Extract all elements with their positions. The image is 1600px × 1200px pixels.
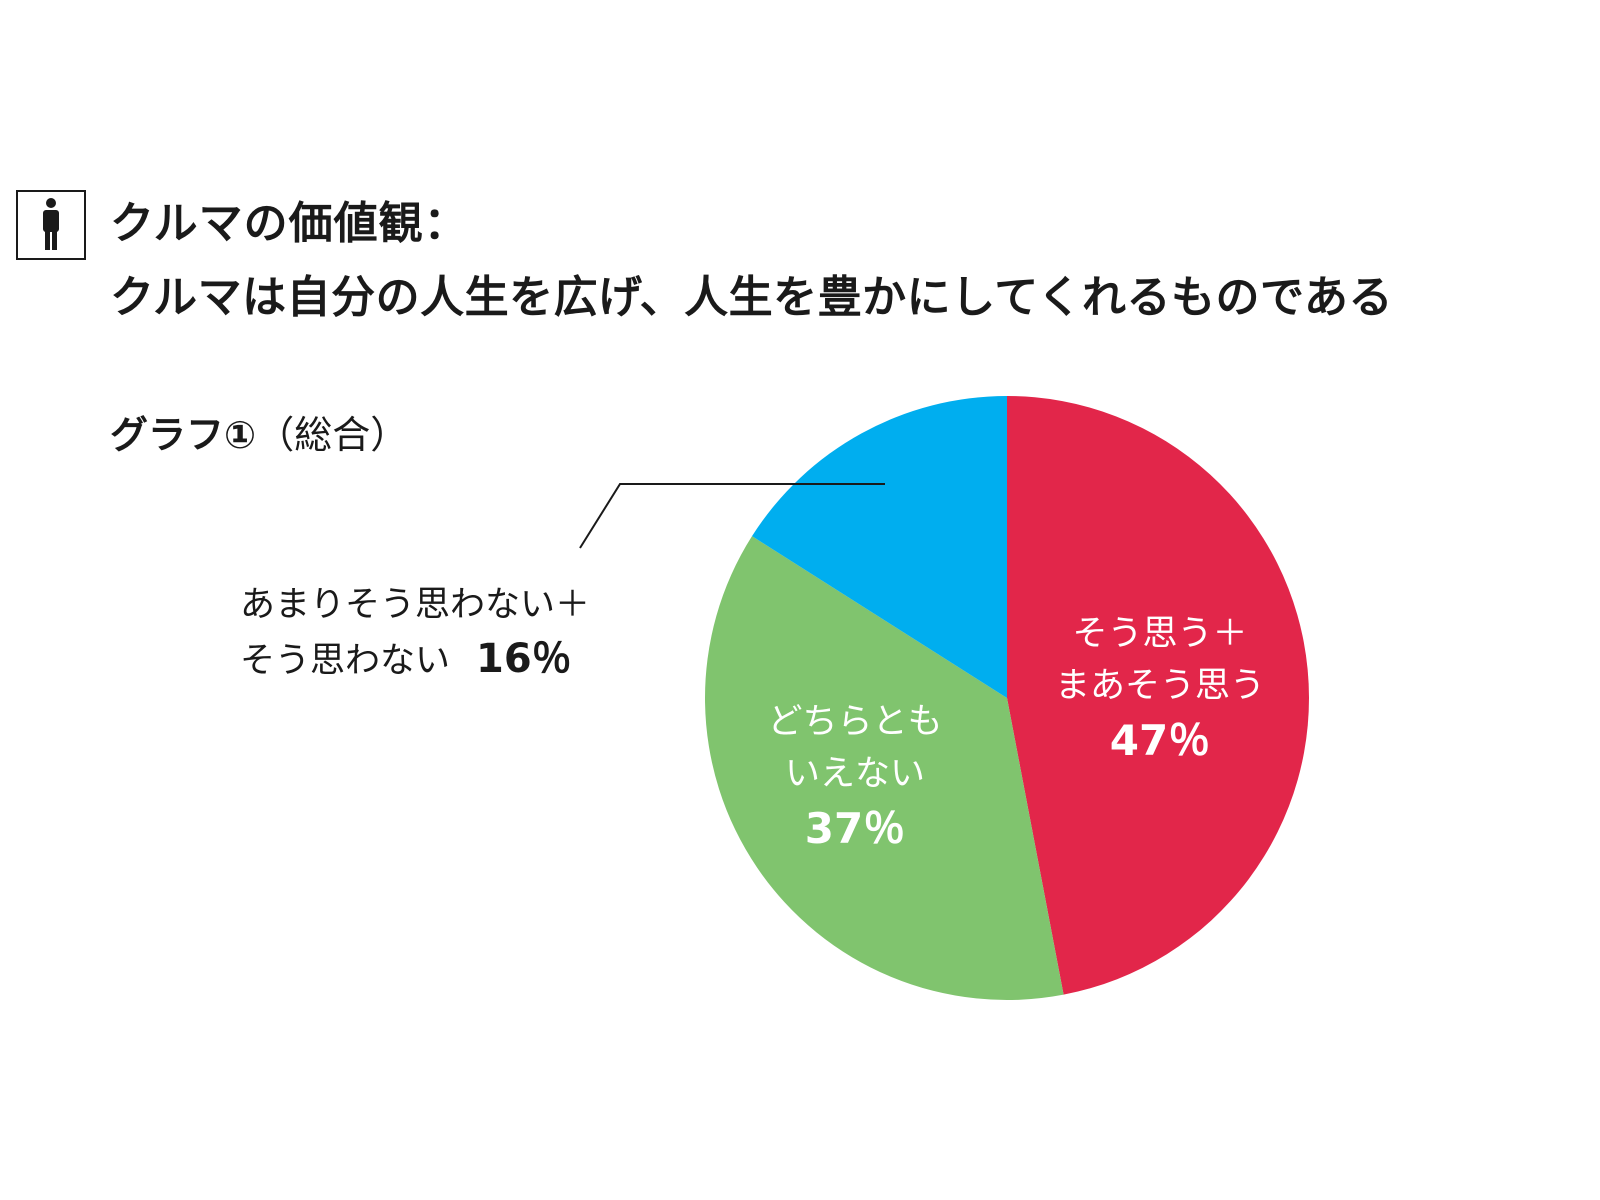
slice-label-neutral: どちらとも いえない 37％ — [745, 696, 965, 858]
chart-title-line1: クルマの価値観： — [110, 198, 469, 249]
slice-label-disagree-line2: そう思わない — [240, 641, 451, 681]
slice-label-agree: そう思う＋ まあそう思う 47％ — [1035, 608, 1285, 770]
pie-slice-disagree — [752, 396, 1007, 698]
slice-label-disagree: あまりそう思わない＋ そう思わない 16％ — [240, 578, 590, 688]
slice-label-neutral-line2: いえない — [784, 754, 925, 794]
slice-label-disagree-line1: あまりそう思わない＋ — [240, 585, 591, 625]
slice-label-agree-line2: まあそう思う — [1054, 666, 1265, 706]
chart-title-line2: クルマは自分の人生を広げ、人生を豊かにしてくれるものである — [110, 272, 1394, 323]
callout-leader-line — [579, 483, 885, 549]
person-icon — [43, 198, 59, 250]
graph-subtitle: グラフ①（総合） — [110, 416, 408, 454]
graph-number: グラフ① — [110, 413, 257, 457]
pie-slice-neutral — [704, 536, 1064, 1000]
slice-value-disagree: 16％ — [476, 636, 572, 682]
slice-label-agree-line1: そう思う＋ — [1072, 614, 1248, 654]
slice-value-neutral: 37％ — [804, 804, 906, 853]
slice-label-neutral-line1: どちらとも — [767, 702, 943, 742]
pie-slice-agree — [1007, 396, 1309, 995]
person-icon-box — [16, 190, 86, 260]
graph-scope: （総合） — [256, 413, 409, 457]
slice-value-agree: 47％ — [1109, 716, 1211, 765]
